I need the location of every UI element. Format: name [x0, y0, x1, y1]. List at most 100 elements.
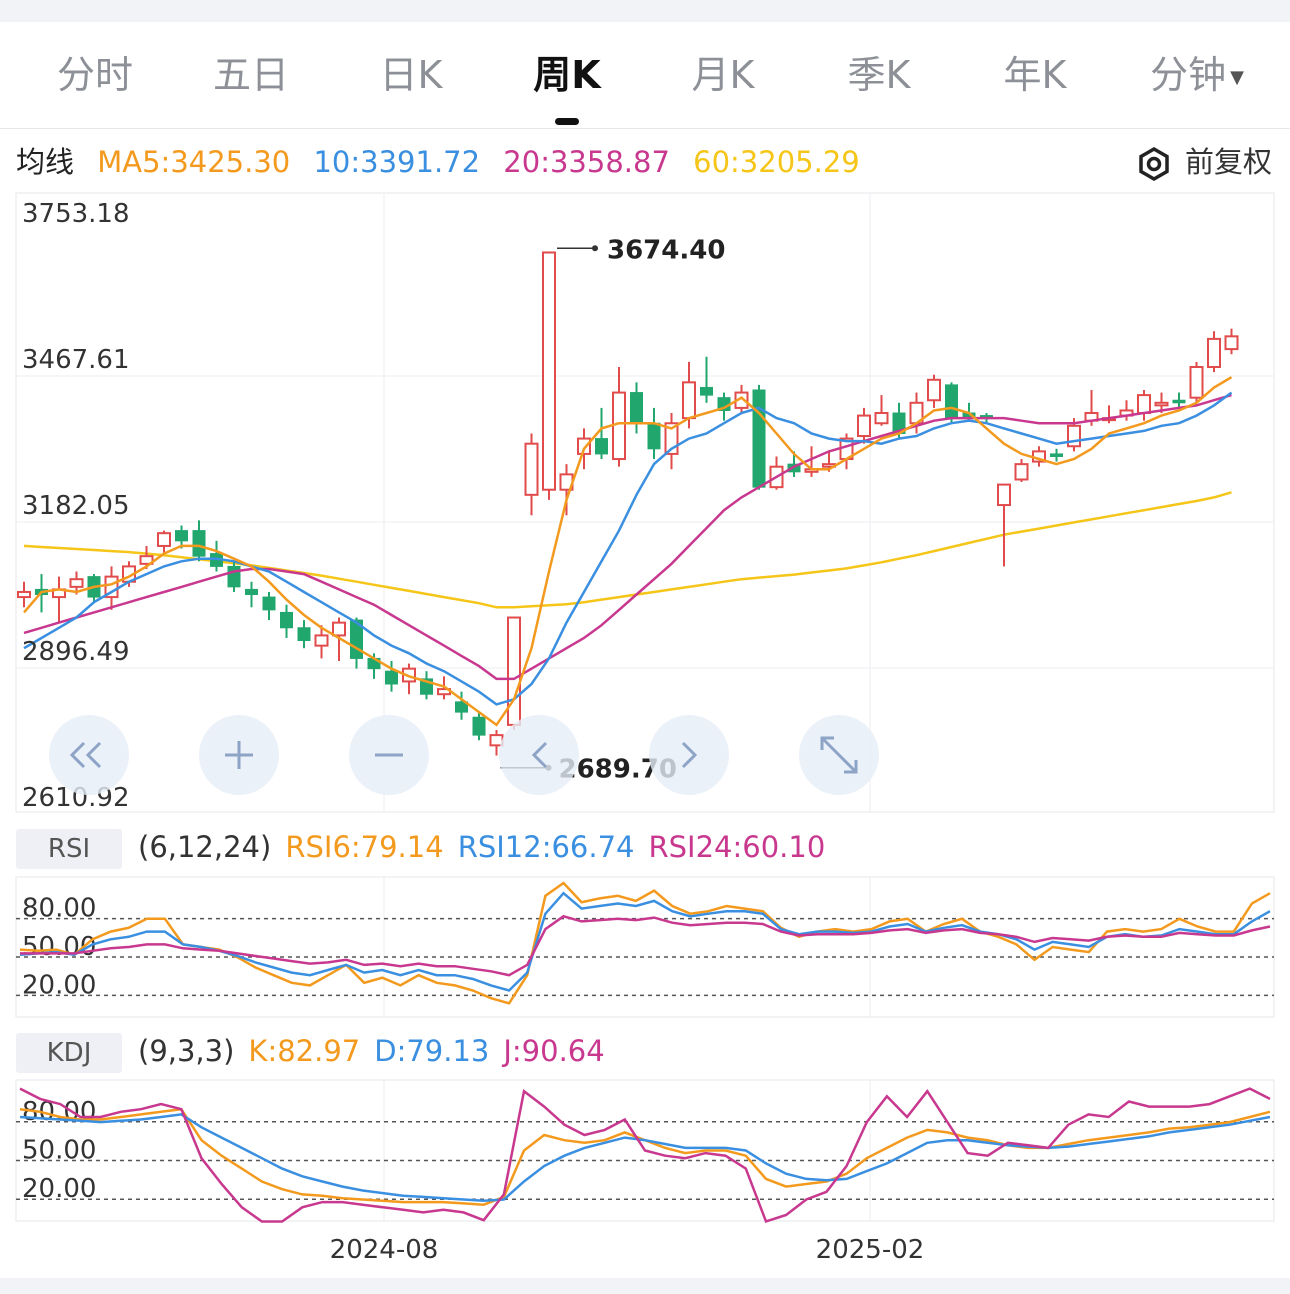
zoom-out-button[interactable]	[349, 715, 429, 795]
candle-body	[507, 616, 521, 726]
rewind-button[interactable]	[49, 715, 129, 795]
scroll-left-button[interactable]	[499, 715, 579, 795]
scroll-right-button[interactable]	[649, 715, 729, 795]
ma60-value: 60:3205.29	[693, 145, 860, 179]
candle	[1032, 446, 1046, 467]
kdj-tag[interactable]: KDJ	[16, 1033, 122, 1073]
scroll-right-icon	[681, 741, 698, 769]
candle-body	[139, 555, 154, 565]
candle-body	[1119, 409, 1134, 417]
candle-body	[472, 716, 486, 736]
candle-body	[734, 391, 749, 409]
tab-minute-label: 分钟	[1150, 53, 1227, 97]
zoom-in-button[interactable]	[199, 715, 279, 795]
candle	[87, 574, 101, 603]
candle-body	[839, 437, 854, 461]
candle-body	[630, 392, 643, 424]
candle-body	[997, 483, 1011, 507]
candle-body	[280, 611, 293, 629]
candle	[980, 413, 993, 424]
candle	[1154, 392, 1169, 414]
candle	[752, 384, 766, 490]
tab-intraday[interactable]: 分时	[56, 53, 133, 97]
candle-body	[1014, 463, 1029, 481]
candle-body	[1154, 401, 1169, 407]
candle-body	[157, 532, 171, 547]
candle	[35, 574, 48, 613]
kdj-k-value: K:82.97	[248, 1034, 361, 1068]
tab-five-day[interactable]: 五日	[212, 53, 289, 97]
candle	[1207, 331, 1221, 373]
candle-body	[192, 530, 206, 557]
panel-frame	[15, 1079, 1275, 1222]
candle	[280, 604, 293, 638]
adjust-button[interactable]: 前复权	[1137, 142, 1272, 182]
candle-body	[717, 397, 731, 411]
tab-divider	[0, 128, 1290, 129]
candle-body	[892, 412, 906, 434]
tab-minute[interactable]: 分钟 ▼	[1122, 52, 1272, 101]
candle-body	[1067, 424, 1081, 448]
candle-body	[1102, 417, 1116, 422]
candle-body	[700, 386, 713, 396]
candle-body	[1172, 399, 1186, 404]
candle	[472, 712, 486, 741]
candle	[962, 402, 976, 421]
tab-weekly-k[interactable]: 周K	[533, 53, 601, 97]
candle-body	[314, 634, 329, 647]
zoom-in-icon	[225, 741, 253, 769]
candle-body	[1224, 335, 1239, 351]
candle-body	[874, 412, 889, 425]
candle-body	[1032, 450, 1046, 463]
kdj-params: (9,3,3)	[138, 1034, 235, 1068]
panel-frame	[15, 876, 1275, 1018]
ma5-value: MA5:3425.30	[97, 145, 291, 179]
ma5-line	[23, 376, 1233, 727]
candle-body	[210, 553, 223, 567]
kdj-d-line	[19, 1113, 1271, 1203]
candle	[874, 395, 889, 426]
x-tick-label: 2024-08	[330, 1235, 439, 1265]
candle	[297, 620, 311, 649]
candle-body	[559, 473, 574, 491]
candle	[1224, 328, 1239, 355]
active-tab-indicator	[555, 118, 579, 125]
candle-body	[17, 590, 31, 599]
candle	[857, 407, 871, 444]
tab-daily-k[interactable]: 日K	[379, 53, 443, 97]
expand-button[interactable]	[799, 715, 879, 795]
candle	[314, 625, 329, 659]
max-dot	[592, 245, 598, 252]
candle	[139, 545, 154, 569]
candle	[1119, 400, 1134, 421]
candle	[647, 407, 661, 460]
candle	[1014, 459, 1029, 483]
candle-body	[857, 414, 871, 438]
candle	[52, 576, 66, 623]
panel-y-tick-label: 50.00	[22, 932, 96, 962]
expand-icon	[820, 736, 858, 774]
candle	[1067, 418, 1081, 452]
panel-y-tick-label: 80.00	[22, 894, 96, 924]
candle-body	[752, 389, 766, 488]
rsi-tag[interactable]: RSI	[16, 829, 122, 869]
candle-body	[1050, 453, 1063, 457]
candle	[927, 374, 941, 408]
tab-quarterly-k[interactable]: 季K	[847, 53, 911, 97]
adjust-settings-icon	[1139, 147, 1169, 181]
tab-yearly-k[interactable]: 年K	[1003, 53, 1067, 97]
candle-body	[52, 588, 66, 599]
candle-body	[822, 463, 836, 468]
tab-monthly-k[interactable]: 月K	[691, 53, 755, 97]
candle-body	[577, 437, 591, 455]
candle-body	[962, 412, 976, 419]
ma10-value: 10:3391.72	[313, 145, 481, 179]
candle	[192, 520, 206, 562]
x-axis: 2024-08 2025-02	[330, 1235, 925, 1265]
candle-body	[455, 701, 468, 713]
max-price-label: 3674.40	[607, 235, 725, 265]
candle-body	[1084, 412, 1099, 422]
candle-body	[769, 465, 784, 489]
candle	[420, 671, 433, 700]
